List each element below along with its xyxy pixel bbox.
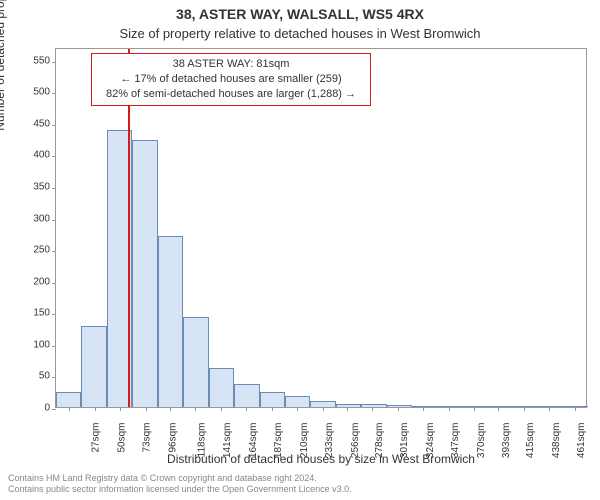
x-tick (297, 407, 298, 411)
histogram-bar (183, 317, 208, 407)
chart-title-main: 38, ASTER WAY, WALSALL, WS5 4RX (0, 6, 600, 22)
histogram-bar (132, 140, 157, 407)
footer-line-2: Contains public sector information licen… (8, 484, 352, 496)
annotation-line: ← 17% of detached houses are smaller (25… (98, 72, 364, 87)
histogram-bar (488, 406, 513, 407)
y-tick-label: 500 (33, 87, 50, 98)
x-tick (347, 407, 348, 411)
histogram-bar (209, 368, 234, 407)
histogram-bar (438, 406, 463, 407)
y-tick-label: 450 (33, 118, 50, 129)
histogram-bar (539, 406, 564, 407)
annotation-line: 82% of semi-detached houses are larger (… (98, 87, 364, 102)
x-tick (95, 407, 96, 411)
y-tick (52, 346, 56, 347)
x-tick (474, 407, 475, 411)
y-tick (52, 125, 56, 126)
y-tick (52, 314, 56, 315)
y-tick-label: 250 (33, 245, 50, 256)
y-tick (52, 62, 56, 63)
x-tick (575, 407, 576, 411)
x-tick (195, 407, 196, 411)
x-tick (69, 407, 70, 411)
x-tick-label: 96sqm (167, 423, 178, 453)
chart-title-sub: Size of property relative to detached ho… (0, 26, 600, 41)
y-tick (52, 377, 56, 378)
histogram-bar (387, 405, 412, 407)
x-tick (272, 407, 273, 411)
annotation-box: 38 ASTER WAY: 81sqm← 17% of detached hou… (91, 53, 371, 106)
histogram-bar (158, 236, 183, 407)
x-tick (120, 407, 121, 411)
x-tick (221, 407, 222, 411)
x-tick (323, 407, 324, 411)
histogram-bar (463, 406, 488, 407)
x-tick (372, 407, 373, 411)
x-tick-label: 27sqm (91, 423, 102, 453)
y-axis-label: Number of detached properties (0, 0, 7, 228)
x-tick (524, 407, 525, 411)
y-tick (52, 156, 56, 157)
chart-container: 38, ASTER WAY, WALSALL, WS5 4RX Size of … (0, 0, 600, 500)
footer: Contains HM Land Registry data © Crown c… (8, 473, 352, 496)
y-tick-label: 100 (33, 339, 50, 350)
x-tick (449, 407, 450, 411)
x-tick-label: 50sqm (116, 423, 127, 453)
y-tick-label: 0 (44, 403, 50, 414)
y-tick (52, 220, 56, 221)
x-tick-label: 73sqm (142, 423, 153, 453)
x-axis-label: Distribution of detached houses by size … (55, 452, 587, 466)
y-tick-label: 50 (39, 371, 50, 382)
x-tick (398, 407, 399, 411)
y-tick (52, 409, 56, 410)
x-tick (549, 407, 550, 411)
histogram-bar (260, 392, 285, 407)
y-tick-label: 550 (33, 55, 50, 66)
annotation-line: 38 ASTER WAY: 81sqm (98, 57, 364, 72)
y-tick-label: 300 (33, 213, 50, 224)
histogram-bar (310, 401, 335, 407)
y-tick-label: 400 (33, 150, 50, 161)
plot-area: 27sqm50sqm73sqm96sqm118sqm141sqm164sqm18… (55, 48, 587, 408)
y-tick-label: 350 (33, 181, 50, 192)
histogram-bar (56, 392, 81, 407)
x-tick (246, 407, 247, 411)
x-tick (170, 407, 171, 411)
y-tick (52, 188, 56, 189)
histogram-bar (412, 406, 437, 407)
y-tick-label: 200 (33, 276, 50, 287)
histogram-bar (81, 326, 106, 407)
x-tick (146, 407, 147, 411)
y-tick (52, 93, 56, 94)
histogram-bar (285, 396, 310, 407)
histogram-bar (234, 384, 259, 407)
histogram-bar (336, 404, 361, 407)
y-tick-label: 150 (33, 308, 50, 319)
x-tick (423, 407, 424, 411)
x-tick (498, 407, 499, 411)
histogram-bar (361, 404, 386, 407)
histogram-bar (565, 406, 588, 407)
histogram-bar (514, 406, 539, 407)
footer-line-1: Contains HM Land Registry data © Crown c… (8, 473, 352, 485)
y-tick (52, 283, 56, 284)
y-tick (52, 251, 56, 252)
